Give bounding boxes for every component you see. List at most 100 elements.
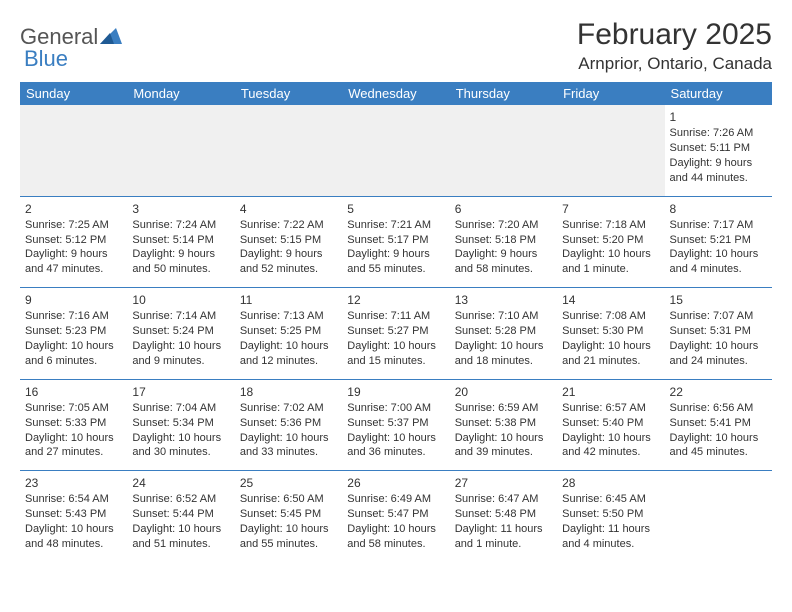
calendar-cell	[665, 471, 772, 562]
calendar-cell	[235, 105, 342, 196]
sunrise-text: Sunrise: 7:16 AM	[25, 309, 122, 324]
dayheader-tuesday: Tuesday	[235, 82, 342, 105]
calendar-cell: 3Sunrise: 7:24 AMSunset: 5:14 PMDaylight…	[127, 196, 234, 288]
day-number: 24	[132, 475, 229, 491]
day-number: 8	[670, 201, 767, 217]
calendar-cell: 23Sunrise: 6:54 AMSunset: 5:43 PMDayligh…	[20, 471, 127, 562]
sunset-text: Sunset: 5:30 PM	[562, 324, 659, 339]
sunset-text: Sunset: 5:15 PM	[240, 233, 337, 248]
calendar-week-row: 23Sunrise: 6:54 AMSunset: 5:43 PMDayligh…	[20, 471, 772, 562]
sunrise-text: Sunrise: 7:25 AM	[25, 218, 122, 233]
day-number: 7	[562, 201, 659, 217]
calendar-week-row: 2Sunrise: 7:25 AMSunset: 5:12 PMDaylight…	[20, 196, 772, 288]
sunrise-text: Sunrise: 7:18 AM	[562, 218, 659, 233]
calendar-cell: 4Sunrise: 7:22 AMSunset: 5:15 PMDaylight…	[235, 196, 342, 288]
sunset-text: Sunset: 5:36 PM	[240, 416, 337, 431]
sunrise-text: Sunrise: 7:21 AM	[347, 218, 444, 233]
daylight-text: Daylight: 9 hours and 50 minutes.	[132, 247, 229, 277]
daylight-text: Daylight: 10 hours and 30 minutes.	[132, 431, 229, 461]
dayheader-monday: Monday	[127, 82, 234, 105]
sunset-text: Sunset: 5:28 PM	[455, 324, 552, 339]
sunrise-text: Sunrise: 6:49 AM	[347, 492, 444, 507]
day-number: 2	[25, 201, 122, 217]
dayheader-friday: Friday	[557, 82, 664, 105]
day-number: 4	[240, 201, 337, 217]
sunset-text: Sunset: 5:37 PM	[347, 416, 444, 431]
sunset-text: Sunset: 5:41 PM	[670, 416, 767, 431]
daylight-text: Daylight: 10 hours and 33 minutes.	[240, 431, 337, 461]
calendar-cell: 9Sunrise: 7:16 AMSunset: 5:23 PMDaylight…	[20, 288, 127, 380]
sunset-text: Sunset: 5:23 PM	[25, 324, 122, 339]
daylight-text: Daylight: 10 hours and 45 minutes.	[670, 431, 767, 461]
day-number: 12	[347, 292, 444, 308]
sunset-text: Sunset: 5:44 PM	[132, 507, 229, 522]
sunrise-text: Sunrise: 7:14 AM	[132, 309, 229, 324]
calendar-cell: 15Sunrise: 7:07 AMSunset: 5:31 PMDayligh…	[665, 288, 772, 380]
calendar-cell: 13Sunrise: 7:10 AMSunset: 5:28 PMDayligh…	[450, 288, 557, 380]
calendar-cell: 1Sunrise: 7:26 AMSunset: 5:11 PMDaylight…	[665, 105, 772, 196]
sunrise-text: Sunrise: 7:20 AM	[455, 218, 552, 233]
calendar-cell	[557, 105, 664, 196]
daylight-text: Daylight: 10 hours and 42 minutes.	[562, 431, 659, 461]
day-number: 6	[455, 201, 552, 217]
day-number: 22	[670, 384, 767, 400]
sunrise-text: Sunrise: 6:56 AM	[670, 401, 767, 416]
sunrise-text: Sunrise: 6:57 AM	[562, 401, 659, 416]
sunrise-text: Sunrise: 6:59 AM	[455, 401, 552, 416]
daylight-text: Daylight: 10 hours and 6 minutes.	[25, 339, 122, 369]
day-number: 14	[562, 292, 659, 308]
day-number: 20	[455, 384, 552, 400]
sunset-text: Sunset: 5:48 PM	[455, 507, 552, 522]
calendar-cell: 20Sunrise: 6:59 AMSunset: 5:38 PMDayligh…	[450, 379, 557, 471]
sunrise-text: Sunrise: 6:54 AM	[25, 492, 122, 507]
daylight-text: Daylight: 9 hours and 55 minutes.	[347, 247, 444, 277]
sunrise-text: Sunrise: 7:02 AM	[240, 401, 337, 416]
calendar-cell	[20, 105, 127, 196]
daylight-text: Daylight: 10 hours and 36 minutes.	[347, 431, 444, 461]
sunset-text: Sunset: 5:24 PM	[132, 324, 229, 339]
calendar-cell: 25Sunrise: 6:50 AMSunset: 5:45 PMDayligh…	[235, 471, 342, 562]
calendar-cell: 18Sunrise: 7:02 AMSunset: 5:36 PMDayligh…	[235, 379, 342, 471]
calendar-header-row: Sunday Monday Tuesday Wednesday Thursday…	[20, 82, 772, 105]
sunrise-text: Sunrise: 7:13 AM	[240, 309, 337, 324]
sunset-text: Sunset: 5:12 PM	[25, 233, 122, 248]
sunset-text: Sunset: 5:31 PM	[670, 324, 767, 339]
month-title: February 2025	[577, 18, 772, 52]
dayheader-saturday: Saturday	[665, 82, 772, 105]
day-number: 1	[670, 109, 767, 125]
dayheader-sunday: Sunday	[20, 82, 127, 105]
day-number: 25	[240, 475, 337, 491]
sunset-text: Sunset: 5:34 PM	[132, 416, 229, 431]
sunrise-text: Sunrise: 7:22 AM	[240, 218, 337, 233]
daylight-text: Daylight: 9 hours and 47 minutes.	[25, 247, 122, 277]
daylight-text: Daylight: 10 hours and 12 minutes.	[240, 339, 337, 369]
sunrise-text: Sunrise: 7:05 AM	[25, 401, 122, 416]
calendar-cell: 7Sunrise: 7:18 AMSunset: 5:20 PMDaylight…	[557, 196, 664, 288]
sunset-text: Sunset: 5:45 PM	[240, 507, 337, 522]
location: Arnprior, Ontario, Canada	[577, 54, 772, 74]
sunset-text: Sunset: 5:17 PM	[347, 233, 444, 248]
sunrise-text: Sunrise: 6:52 AM	[132, 492, 229, 507]
logo-text-blue: Blue	[24, 46, 68, 72]
calendar-cell	[127, 105, 234, 196]
day-number: 9	[25, 292, 122, 308]
sunrise-text: Sunrise: 7:26 AM	[670, 126, 767, 141]
calendar-cell: 8Sunrise: 7:17 AMSunset: 5:21 PMDaylight…	[665, 196, 772, 288]
daylight-text: Daylight: 10 hours and 1 minute.	[562, 247, 659, 277]
calendar-cell: 26Sunrise: 6:49 AMSunset: 5:47 PMDayligh…	[342, 471, 449, 562]
calendar-cell: 2Sunrise: 7:25 AMSunset: 5:12 PMDaylight…	[20, 196, 127, 288]
calendar-cell: 22Sunrise: 6:56 AMSunset: 5:41 PMDayligh…	[665, 379, 772, 471]
dayheader-wednesday: Wednesday	[342, 82, 449, 105]
day-number: 3	[132, 201, 229, 217]
calendar-cell: 28Sunrise: 6:45 AMSunset: 5:50 PMDayligh…	[557, 471, 664, 562]
sunset-text: Sunset: 5:50 PM	[562, 507, 659, 522]
calendar-cell: 27Sunrise: 6:47 AMSunset: 5:48 PMDayligh…	[450, 471, 557, 562]
sunrise-text: Sunrise: 6:50 AM	[240, 492, 337, 507]
day-number: 19	[347, 384, 444, 400]
header: General February 2025 Arnprior, Ontario,…	[20, 18, 772, 74]
calendar-cell	[450, 105, 557, 196]
sunset-text: Sunset: 5:38 PM	[455, 416, 552, 431]
day-number: 16	[25, 384, 122, 400]
sunset-text: Sunset: 5:27 PM	[347, 324, 444, 339]
day-number: 17	[132, 384, 229, 400]
